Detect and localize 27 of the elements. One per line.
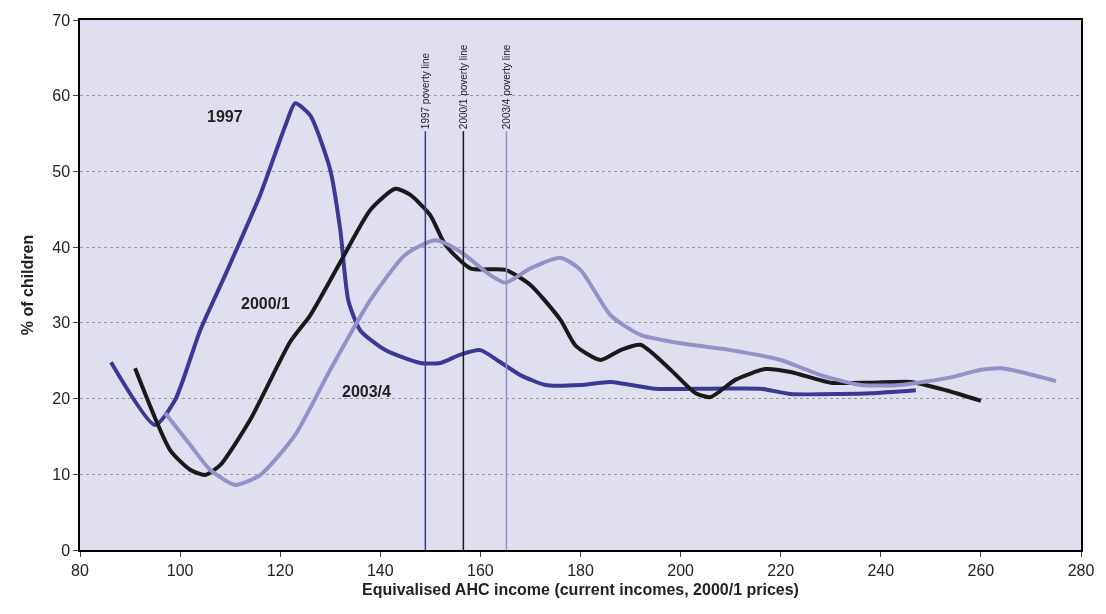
x-tick-label: 240 (867, 561, 895, 579)
text: 1997 (207, 108, 243, 125)
y-tick-label: 50 (52, 163, 71, 181)
y-tick-label: 0 (61, 541, 71, 559)
y-tick-label: 40 (52, 238, 71, 256)
x-tick-label: 160 (467, 561, 494, 579)
x-tick-label: 260 (967, 561, 995, 579)
x-tick-label: 120 (266, 561, 294, 579)
series-label: 2000/1 (241, 295, 291, 312)
x-tick-label: 220 (767, 561, 795, 579)
x-tick-label: 140 (366, 561, 394, 579)
y-tick-label: 10 (52, 465, 71, 483)
x-tick-label: 80 (71, 561, 89, 579)
x-tick-label: 280 (1067, 561, 1095, 579)
y-tick-label: 20 (52, 390, 71, 408)
ref-line-label: 2000/1 poverty line (457, 44, 469, 130)
series-label: 2003/4 (342, 383, 392, 400)
y-axis-title: % of children (18, 234, 36, 336)
x-tick-label: 180 (567, 561, 594, 579)
x-axis-title: Equivalised AHC income (current incomes, 2000/1 prices) (362, 581, 799, 599)
x-tick-label: 100 (166, 561, 194, 579)
ref-line-label: 1997 poverty line (419, 52, 431, 130)
y-tick-label: 70 (52, 11, 71, 29)
x-tick-label: 200 (667, 561, 695, 579)
y-tick-label: 60 (52, 87, 71, 105)
ref-line-label: 2003/4 poverty line (500, 44, 512, 130)
y-tick-label: 30 (52, 314, 71, 332)
